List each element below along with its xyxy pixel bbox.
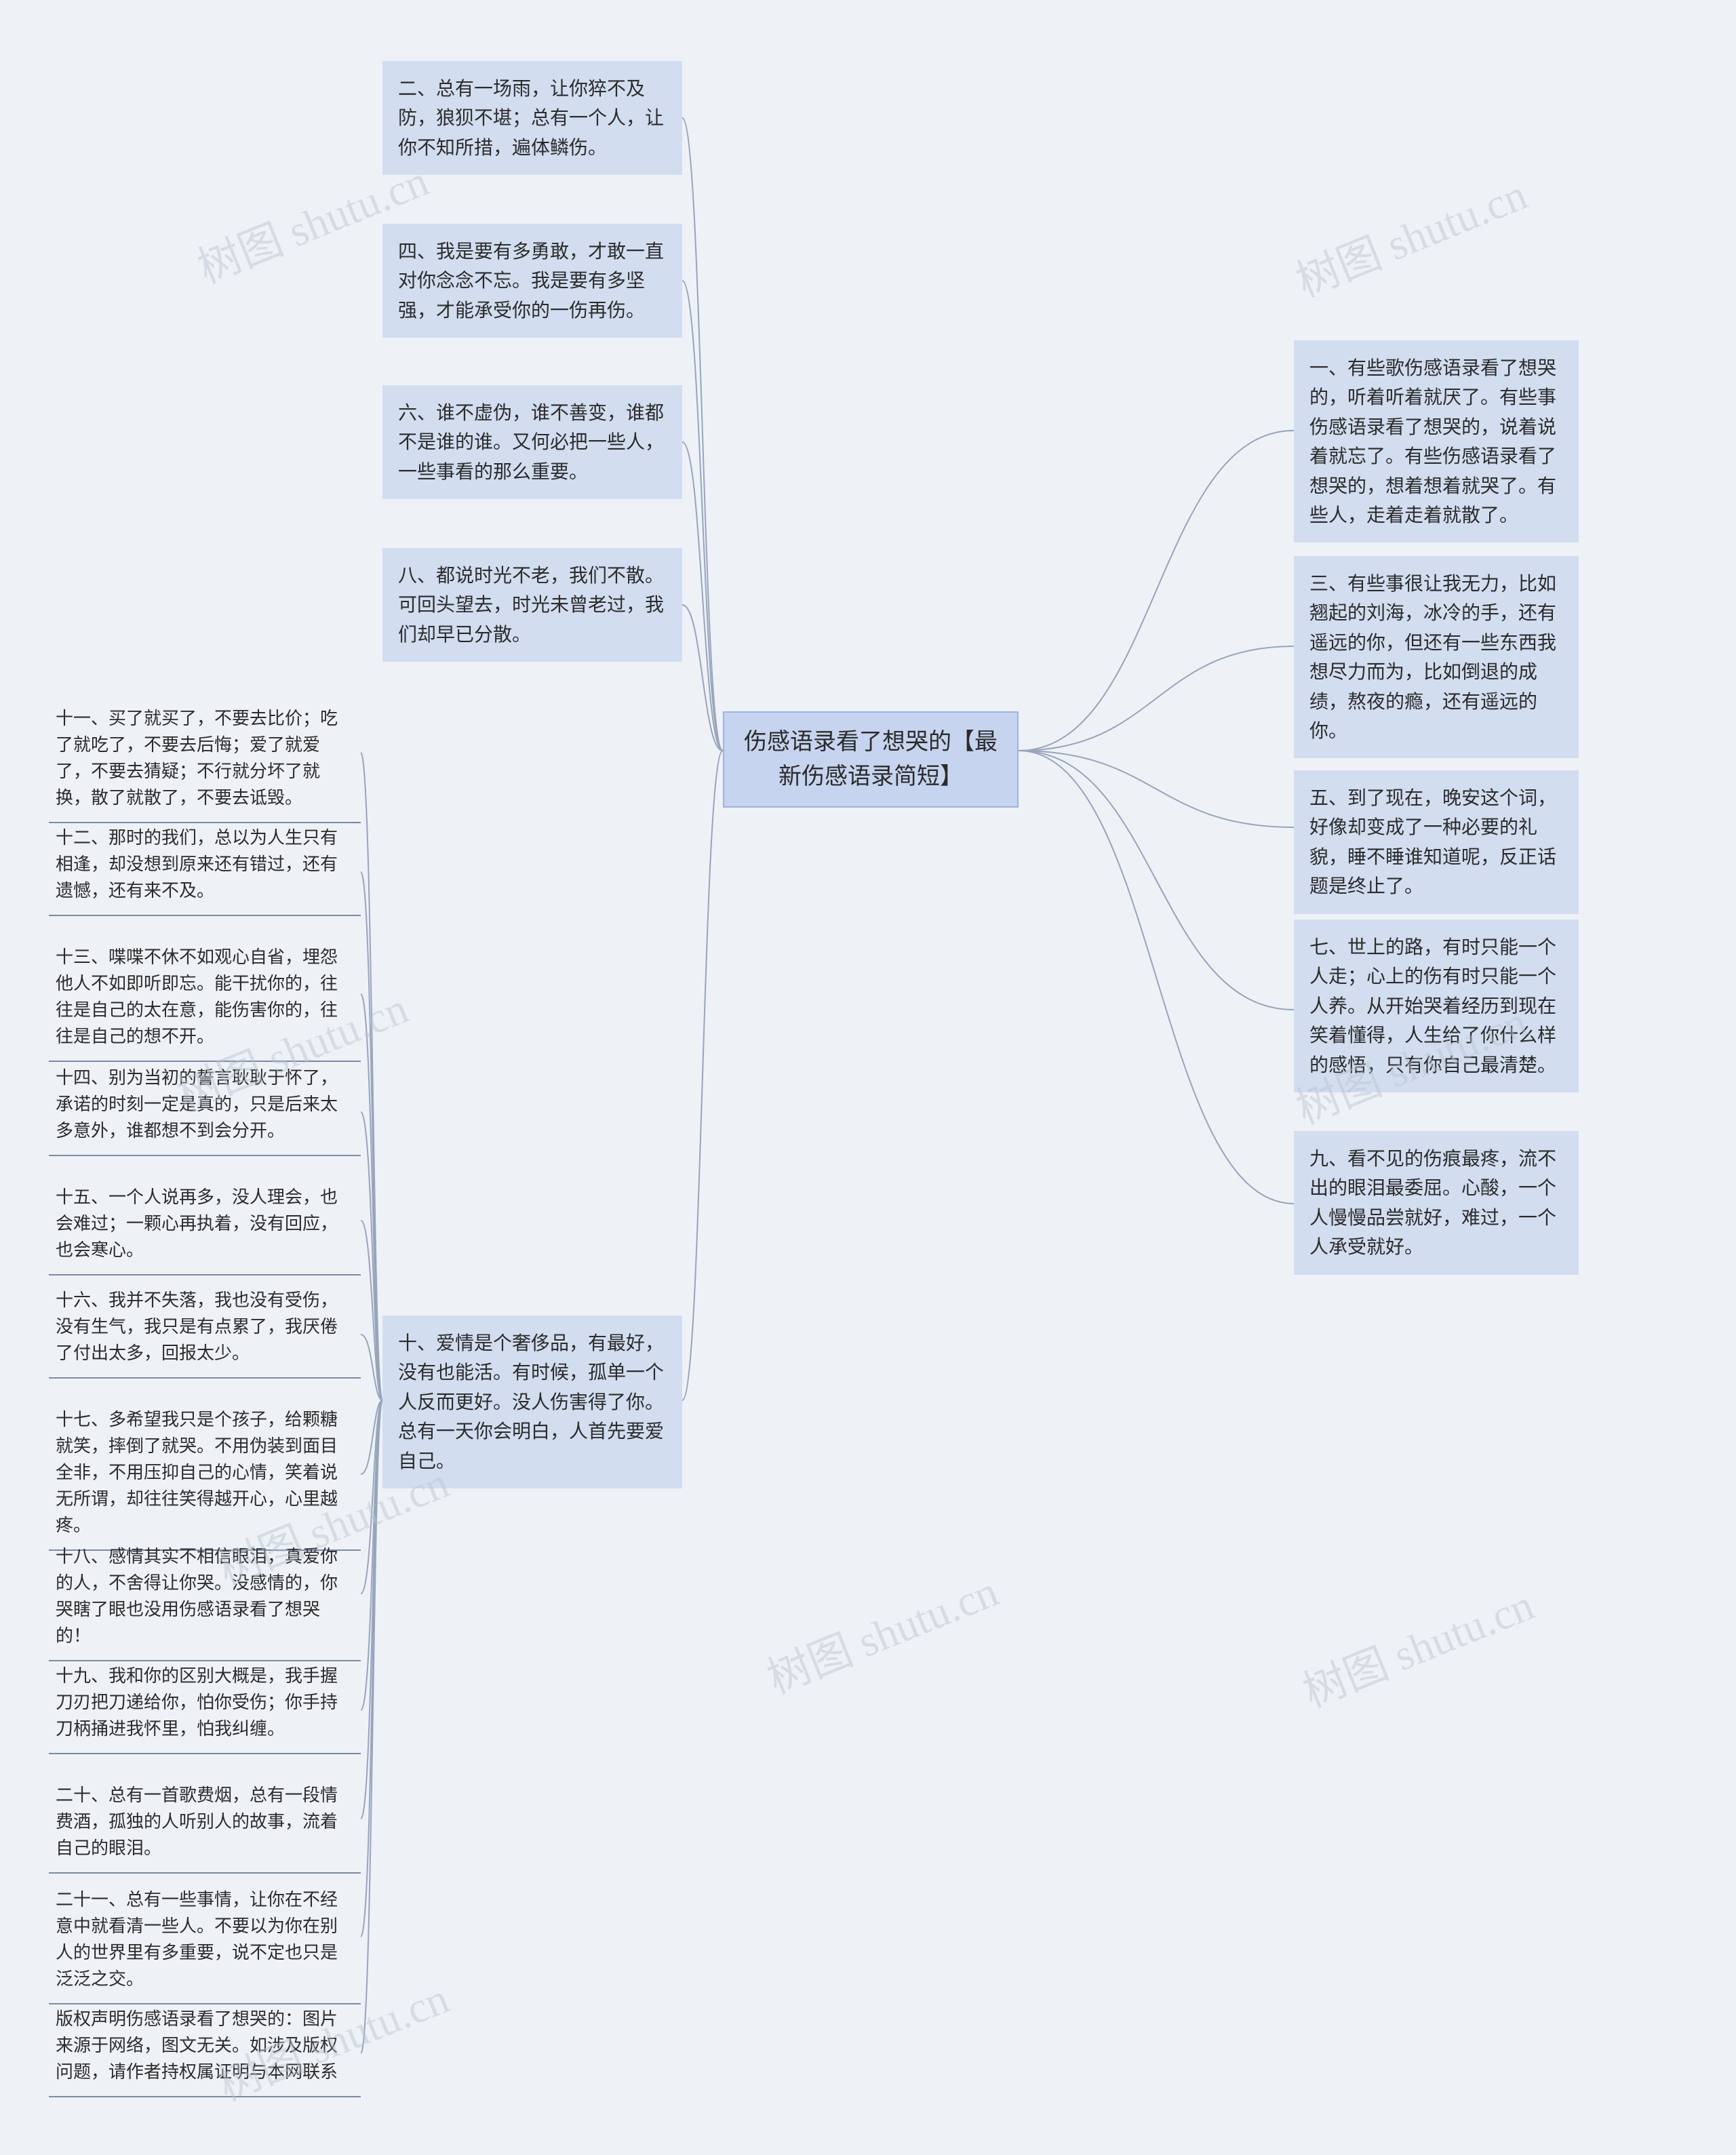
leaf-node: 十二、那时的我们，总以为人生只有相逢，却没想到原来还有错过，还有遗憾，还有来不及… — [49, 815, 361, 916]
branch-node-ten: 十、爱情是个奢侈品，有最好，没有也能活。有时候，孤单一个人反而更好。没人伤害得了… — [382, 1316, 682, 1488]
leaf-node: 十七、多希望我只是个孩子，给颗糖就笑，摔倒了就哭。不用伪装到面目全非，不用压抑自… — [49, 1397, 361, 1551]
leaf-node: 十八、感情其实不相信眼泪，真爱你的人，不舍得让你哭。没感情的，你哭瞎了眼也没用伤… — [49, 1534, 361, 1661]
leaf-node: 十三、喋喋不休不如观心自省，埋怨他人不如即听即忘。能干扰你的，往往是自己的太在意… — [49, 934, 361, 1062]
leaf-node: 二十、总有一首歌费烟，总有一段情费酒，孤独的人听别人的故事，流着自己的眼泪。 — [49, 1773, 361, 1874]
root-node: 伤感语录看了想哭的【最 新伤感语录简短】 — [723, 711, 1019, 808]
left-branch-node: 二、总有一场雨，让你猝不及防，狼狈不堪；总有一个人，让你不知所措，遍体鳞伤。 — [382, 61, 682, 175]
leaf-node: 版权声明伤感语录看了想哭的：图片来源于网络，图文无关。如涉及版权问题，请作者持权… — [49, 1996, 361, 2097]
leaf-node: 十四、别为当初的誓言耿耿于怀了，承诺的时刻一定是真的，只是后来太多意外，谁都想不… — [49, 1055, 361, 1156]
right-branch-node: 一、有些歌伤感语录看了想哭的，听着听着就厌了。有些事伤感语录看了想哭的，说着说着… — [1294, 340, 1579, 542]
right-branch-node: 七、世上的路，有时只能一个人走；心上的伤有时只能一个人养。从开始哭着经历到现在笑… — [1294, 920, 1579, 1092]
leaf-node: 十五、一个人说再多，没人理会，也会难过；一颗心再执着，没有回应，也会寒心。 — [49, 1174, 361, 1276]
leaf-node: 十六、我并不失落，我也没有受伤，没有生气，我只是有点累了，我厌倦了付出太多，回报… — [49, 1278, 361, 1379]
right-branch-node: 三、有些事很让我无力，比如翘起的刘海，冰冷的手，还有遥远的你，但还有一些东西我想… — [1294, 556, 1579, 758]
left-branch-node: 四、我是要有多勇敢，才敢一直对你念念不忘。我是要有多坚强，才能承受你的一伤再伤。 — [382, 224, 682, 338]
right-branch-node: 九、看不见的伤痕最疼，流不出的眼泪最委屈。心酸，一个人慢慢品尝就好，难过，一个人… — [1294, 1131, 1579, 1275]
watermark-text: 树图 shutu.cn — [757, 1557, 1006, 1706]
leaf-node: 十一、买了就买了，不要去比价；吃了就吃了，不要去后悔；爱了就爱了，不要去猜疑；不… — [49, 696, 361, 823]
right-branch-node: 五、到了现在，晚安这个词，好像却变成了一种必要的礼貌，睡不睡谁知道呢，反正话题是… — [1294, 770, 1579, 914]
leaf-node: 二十一、总有一些事情，让你在不经意中就看清一些人。不要以为你在别人的世界里有多重… — [49, 1877, 361, 2004]
left-branch-node: 六、谁不虚伪，谁不善变，谁都不是谁的谁。又何必把一些人，一些事看的那么重要。 — [382, 385, 682, 499]
watermark-text: 树图 shutu.cn — [1293, 1570, 1541, 1720]
leaf-node: 十九、我和你的区别大概是，我手握刀刃把刀递给你，怕你受伤；你手持刀柄捅进我怀里，… — [49, 1653, 361, 1754]
watermark-text: 树图 shutu.cn — [1286, 160, 1535, 309]
left-branch-node: 八、都说时光不老，我们不散。可回头望去，时光未曾老过，我们却早已分散。 — [382, 548, 682, 662]
